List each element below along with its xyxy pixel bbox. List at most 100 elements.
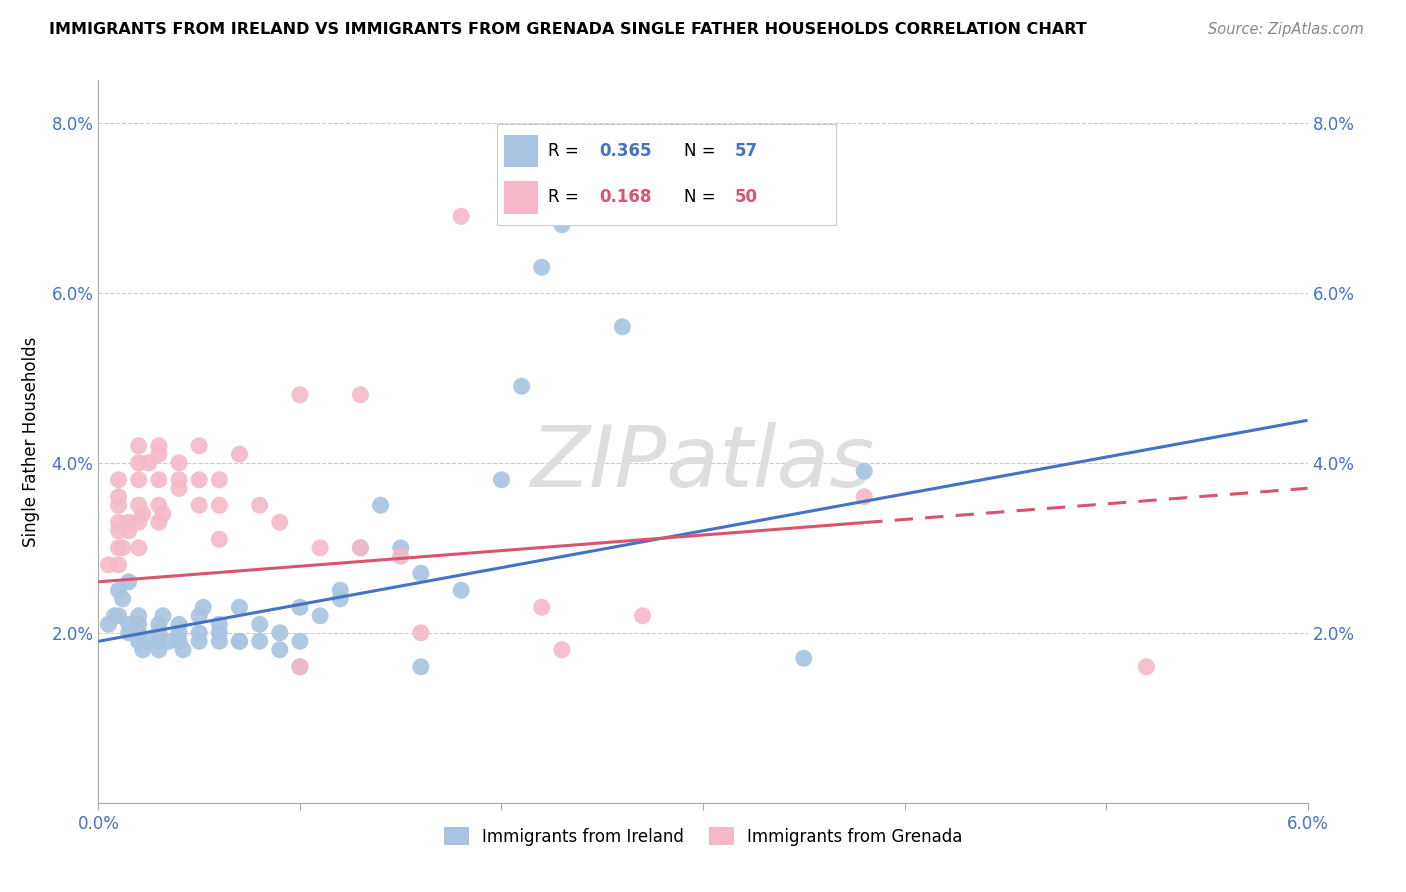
Point [228,634,250,648]
Point [148,617,170,632]
Point [530,260,553,275]
Point [157,634,180,648]
Point [107,583,129,598]
Point [188,608,211,623]
Legend: Immigrants from Ireland, Immigrants from Grenada: Immigrants from Ireland, Immigrants from… [437,821,969,852]
Point [167,456,190,470]
Point [188,634,211,648]
Point [208,625,231,640]
Point [309,541,332,555]
Point [107,608,129,623]
Point [148,516,170,530]
Point [148,473,170,487]
Point [370,498,392,512]
Point [208,473,231,487]
Point [128,625,150,640]
Point [148,625,170,640]
Point [249,617,271,632]
Point [208,634,231,648]
Point [152,507,174,521]
Text: IMMIGRANTS FROM IRELAND VS IMMIGRANTS FROM GRENADA SINGLE FATHER HOUSEHOLDS CORR: IMMIGRANTS FROM IRELAND VS IMMIGRANTS FR… [49,22,1087,37]
Point [128,498,150,512]
Point [148,439,170,453]
Point [228,600,250,615]
Point [249,634,271,648]
Point [118,625,141,640]
Point [128,541,150,555]
Point [409,625,432,640]
Point [249,498,271,512]
Point [208,617,231,632]
Point [228,634,250,648]
Point [97,617,120,632]
Point [188,473,211,487]
Point [288,660,311,674]
Point [152,608,174,623]
Point [128,617,150,632]
Text: Source: ZipAtlas.com: Source: ZipAtlas.com [1208,22,1364,37]
Point [208,533,231,547]
Point [269,642,291,657]
Point [309,608,332,623]
Point [128,516,150,530]
Point [107,473,129,487]
Point [288,660,311,674]
Point [450,209,472,223]
Point [111,541,134,555]
Point [530,600,553,615]
Point [128,634,150,648]
Point [138,634,160,648]
Point [128,456,150,470]
Point [107,558,129,572]
Point [450,583,472,598]
Point [208,498,231,512]
Point [138,456,160,470]
Point [167,481,190,495]
Point [107,490,129,504]
Point [288,388,311,402]
Point [349,388,371,402]
Point [188,498,211,512]
Point [167,473,190,487]
Point [329,583,352,598]
Point [111,591,134,606]
Point [148,498,170,512]
Point [409,566,432,581]
Point [349,541,371,555]
Point [389,549,412,564]
Point [349,541,371,555]
Y-axis label: Single Father Households: Single Father Households [22,336,41,547]
Point [167,634,190,648]
Point [148,634,170,648]
Point [128,608,150,623]
Point [269,516,291,530]
Point [631,608,654,623]
Point [188,439,211,453]
Point [389,541,412,555]
Point [329,591,352,606]
Point [853,490,876,504]
Point [269,625,291,640]
Point [551,218,574,232]
Point [491,473,513,487]
Point [132,642,155,657]
Point [510,379,533,393]
Text: ZIPatlas: ZIPatlas [531,422,875,505]
Point [193,600,215,615]
Point [118,524,141,538]
Point [409,660,432,674]
Point [1135,660,1157,674]
Point [107,541,129,555]
Point [148,642,170,657]
Point [167,625,190,640]
Point [118,516,141,530]
Point [228,447,250,461]
Point [128,473,150,487]
Point [188,625,211,640]
Point [107,516,129,530]
Point [853,464,876,478]
Point [793,651,815,665]
Point [132,507,155,521]
Point [612,319,634,334]
Point [172,642,194,657]
